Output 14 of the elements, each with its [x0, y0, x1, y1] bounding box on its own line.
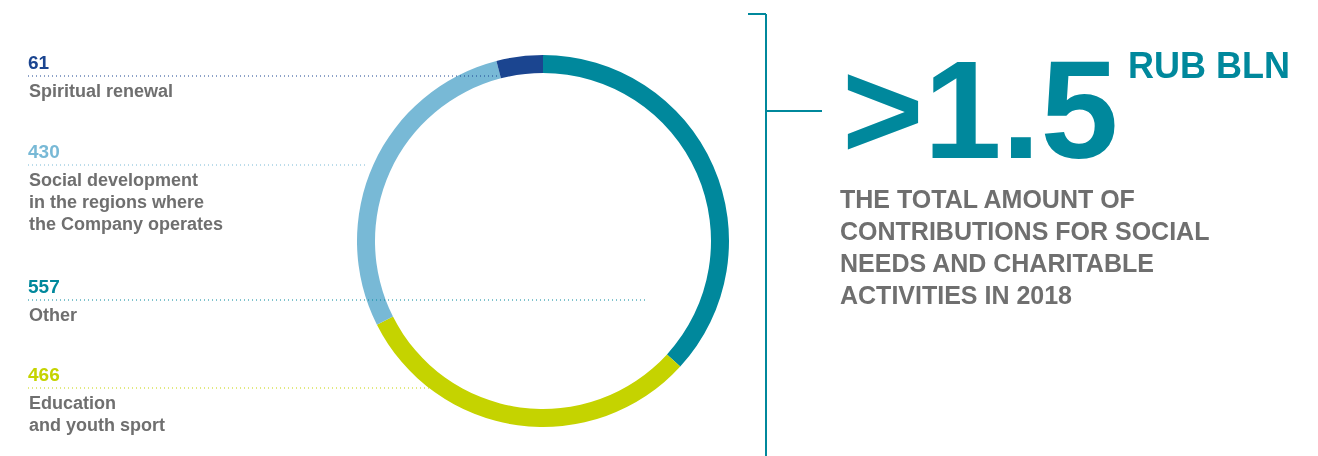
text: RUB BLN [1128, 45, 1290, 86]
data-label: 430 [28, 141, 60, 162]
data-label: 466 [28, 364, 60, 385]
donut-slice [357, 60, 501, 325]
slice-label: Social development in the regions where the Company operates [29, 170, 224, 234]
donut-slice [543, 55, 729, 367]
donut-slice [496, 55, 543, 79]
data-label: 61 [28, 52, 50, 73]
slice-label: Spiritual renewal [29, 81, 174, 101]
text: THE TOTAL AMOUNT OF CONTRIBUTIONS FOR SOCIAL NEEDS AND CHARITABLE ACTIVITIES IN 2018 [840, 185, 1210, 309]
slice-label: Education and youth sport [29, 393, 165, 435]
slice-label: Other [29, 305, 78, 325]
text: >1.5 [842, 31, 1119, 188]
data-label: 557 [28, 276, 60, 297]
